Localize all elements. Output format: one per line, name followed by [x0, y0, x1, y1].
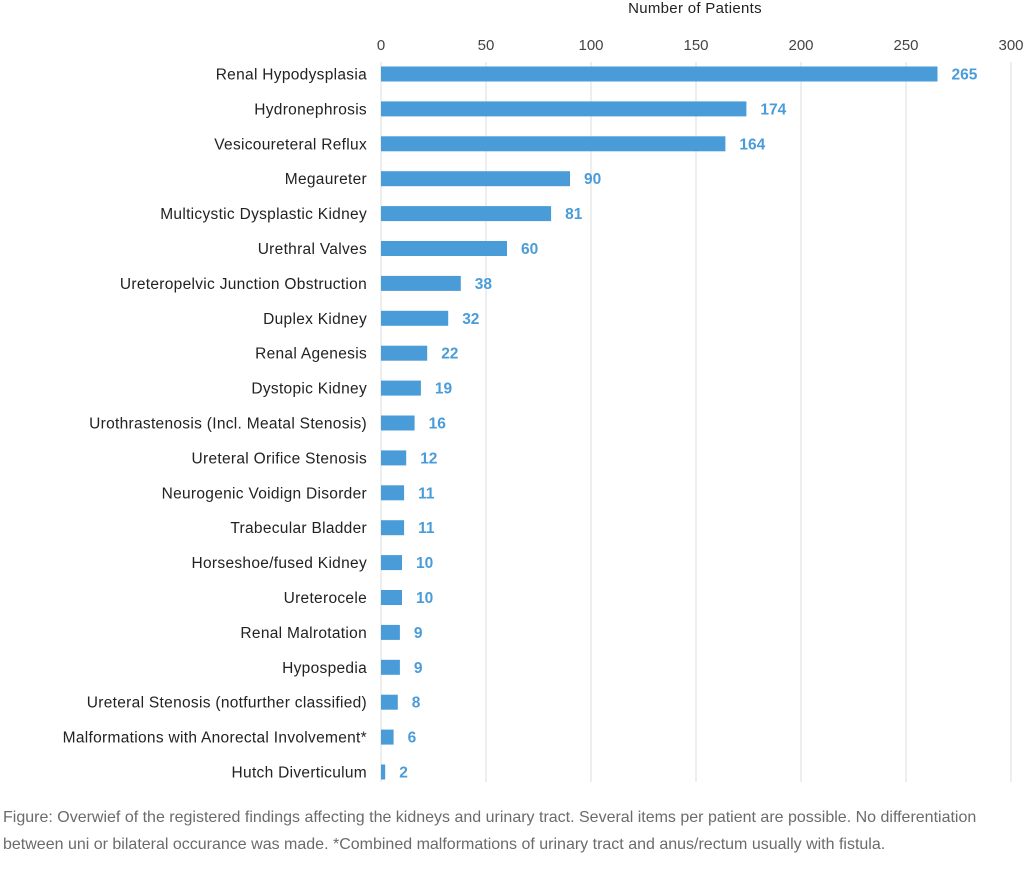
value-label: 11	[418, 520, 435, 537]
value-label: 9	[414, 625, 423, 642]
value-label: 81	[565, 206, 583, 223]
bar	[381, 415, 415, 431]
bar	[381, 694, 398, 710]
bar	[381, 136, 726, 152]
value-label: 19	[435, 381, 453, 398]
bar	[381, 485, 405, 501]
category-labels: Renal Hypodysplasia Hydronephrosis Vesicou…	[63, 67, 367, 782]
x-tick-labels: 0 50 100 150 200 250 300	[377, 37, 1024, 54]
category-label: Ureteral Orifice Stenosis	[192, 450, 367, 467]
value-label: 6	[408, 730, 417, 747]
bar	[381, 241, 507, 256]
bar	[381, 171, 570, 187]
x-tick-label: 300	[998, 37, 1023, 54]
category-label: Urothrastenosis (Incl. Meatal Stenosis)	[89, 416, 367, 433]
category-label: Malformations with Anorectal Involvement…	[63, 730, 367, 747]
value-label: 174	[760, 101, 786, 118]
value-label: 8	[412, 695, 421, 712]
category-label: Renal Hypodysplasia	[216, 67, 367, 84]
value-label: 12	[420, 450, 437, 467]
bar	[381, 275, 461, 291]
category-label: Horseshoe/fused Kidney	[192, 555, 367, 572]
x-tick-label: 0	[377, 37, 385, 54]
value-label: 32	[462, 311, 479, 328]
bar	[381, 555, 402, 571]
category-label: Ureteropelvic Junction Obstruction	[120, 276, 367, 293]
value-label: 164	[739, 136, 765, 153]
value-label: 2	[399, 765, 408, 782]
value-label: 11	[418, 485, 435, 502]
bar	[381, 66, 938, 82]
x-tick-label: 250	[893, 37, 918, 54]
bar-chart: Number of Patients 0 50 100 150 200 250 300 Re…	[63, 0, 1024, 782]
category-label: Megaureter	[285, 171, 367, 188]
category-label: Hutch Diverticulum	[232, 765, 367, 782]
x-tick-label: 150	[683, 37, 708, 54]
bar	[381, 659, 400, 675]
category-label: Vesicoureteral Reflux	[214, 136, 367, 153]
x-axis-title: Number of Patients	[628, 0, 762, 17]
bar	[381, 729, 394, 745]
category-label: Dystopic Kidney	[251, 381, 367, 398]
value-labels: 265 174 164 90 81 60 38 32 22 19 16 12 11 11 10 10 9 9 8 6 2	[399, 67, 978, 782]
category-label: Multicystic Dysplastic Kidney	[160, 206, 367, 223]
bar	[381, 764, 386, 780]
value-label: 60	[521, 241, 538, 258]
category-label: Trabecular Bladder	[230, 520, 367, 537]
category-label: Renal Agenesis	[255, 346, 367, 363]
bar	[381, 590, 402, 605]
x-tick-label: 100	[578, 37, 603, 54]
category-label: Hydronephrosis	[254, 101, 367, 118]
value-label: 16	[429, 416, 447, 433]
value-label: 265	[952, 67, 978, 84]
bar	[381, 345, 428, 361]
x-tick-label: 200	[788, 37, 813, 54]
value-label: 90	[584, 171, 601, 188]
bars	[381, 66, 938, 780]
category-label: Ureteral Stenosis (notfurther classified…	[87, 695, 367, 712]
value-label: 10	[416, 590, 433, 607]
bar	[381, 380, 421, 396]
value-label: 10	[416, 555, 433, 572]
category-label: Renal Malrotation	[240, 625, 367, 642]
x-tick-label: 50	[478, 37, 495, 54]
figure-caption: Figure: Overwief of the registered findi…	[3, 809, 977, 853]
value-label: 22	[441, 346, 458, 363]
bar	[381, 310, 449, 326]
category-label: Neurogenic Voidign Disorder	[162, 485, 367, 502]
category-label: Ureterocele	[284, 590, 367, 607]
bar	[381, 624, 400, 640]
bar	[381, 206, 552, 222]
value-label: 38	[475, 276, 493, 293]
bar	[381, 101, 747, 117]
gridlines	[380, 62, 1012, 782]
category-label: Urethral Valves	[258, 241, 367, 258]
bar	[381, 450, 407, 466]
bar	[381, 520, 405, 536]
category-label: Hypospedia	[282, 660, 367, 677]
category-label: Duplex Kidney	[263, 311, 367, 328]
value-label: 9	[414, 660, 423, 677]
